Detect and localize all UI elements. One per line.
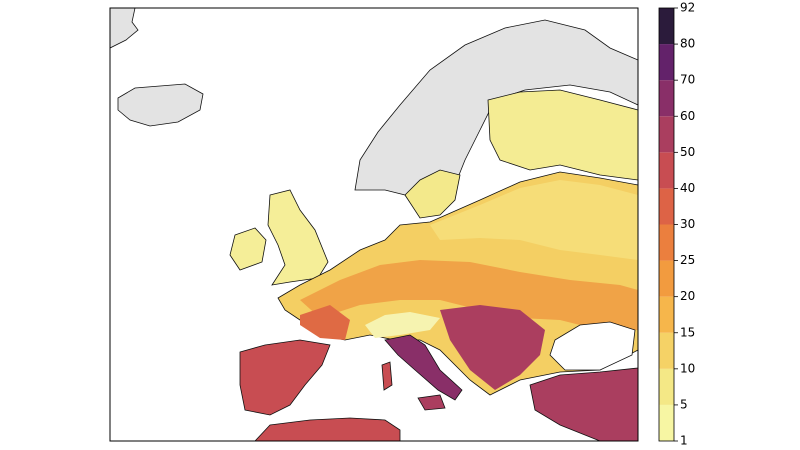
great-britain: [267, 189, 329, 286]
south-sweden: [404, 169, 461, 219]
colorbar-bin: [659, 224, 674, 261]
colorbar-bin: [659, 80, 674, 117]
alps: [365, 312, 440, 338]
map: [110, 8, 638, 441]
colorbar-bin: [659, 260, 674, 297]
colorbar-bin: [659, 8, 674, 45]
sicily: [417, 394, 446, 411]
colorbar-bin: [659, 296, 674, 333]
colorbar-tick-label: 10: [680, 361, 695, 375]
colorbar-tick-label: 40: [680, 181, 695, 195]
iceland: [117, 83, 204, 127]
sardinia: [381, 361, 393, 391]
iberia: [239, 339, 331, 416]
colorbar-bin: [659, 332, 674, 369]
ireland: [229, 227, 267, 271]
colorbar-tick-label: 92: [680, 1, 695, 15]
italy: [384, 334, 463, 401]
colorbar-bin: [659, 188, 674, 225]
colorbar-bin: [659, 44, 674, 81]
turkey: [529, 367, 638, 441]
colorbar-bin: [659, 404, 674, 441]
colorbar-tick-label: 50: [680, 145, 695, 159]
colorbar-tick-label: 80: [680, 37, 695, 51]
colorbar-tick-label: 1: [680, 434, 688, 448]
colorbar-tick-label: 60: [680, 109, 695, 123]
colorbar-bin: [659, 152, 674, 189]
map-frame: [109, 7, 639, 442]
east-plain: [430, 180, 638, 260]
black-sea: [549, 321, 636, 371]
colorbar-bin: [659, 116, 674, 153]
colorbar-tick-label: 30: [680, 217, 695, 231]
greenland: [110, 8, 139, 49]
colorbar-bin: [659, 368, 674, 405]
colorbar-tick-label: 70: [680, 73, 695, 87]
france-south: [300, 305, 350, 340]
colorbar-tick-label: 15: [680, 325, 695, 339]
balkans: [440, 305, 545, 390]
finland-region: [487, 89, 638, 181]
colorbar-tick-label: 25: [680, 253, 695, 267]
colorbar-tick-label: 5: [680, 397, 688, 411]
central-band: [300, 260, 638, 330]
colorbar-tick-label: 20: [680, 289, 695, 303]
north-africa: [254, 417, 401, 441]
